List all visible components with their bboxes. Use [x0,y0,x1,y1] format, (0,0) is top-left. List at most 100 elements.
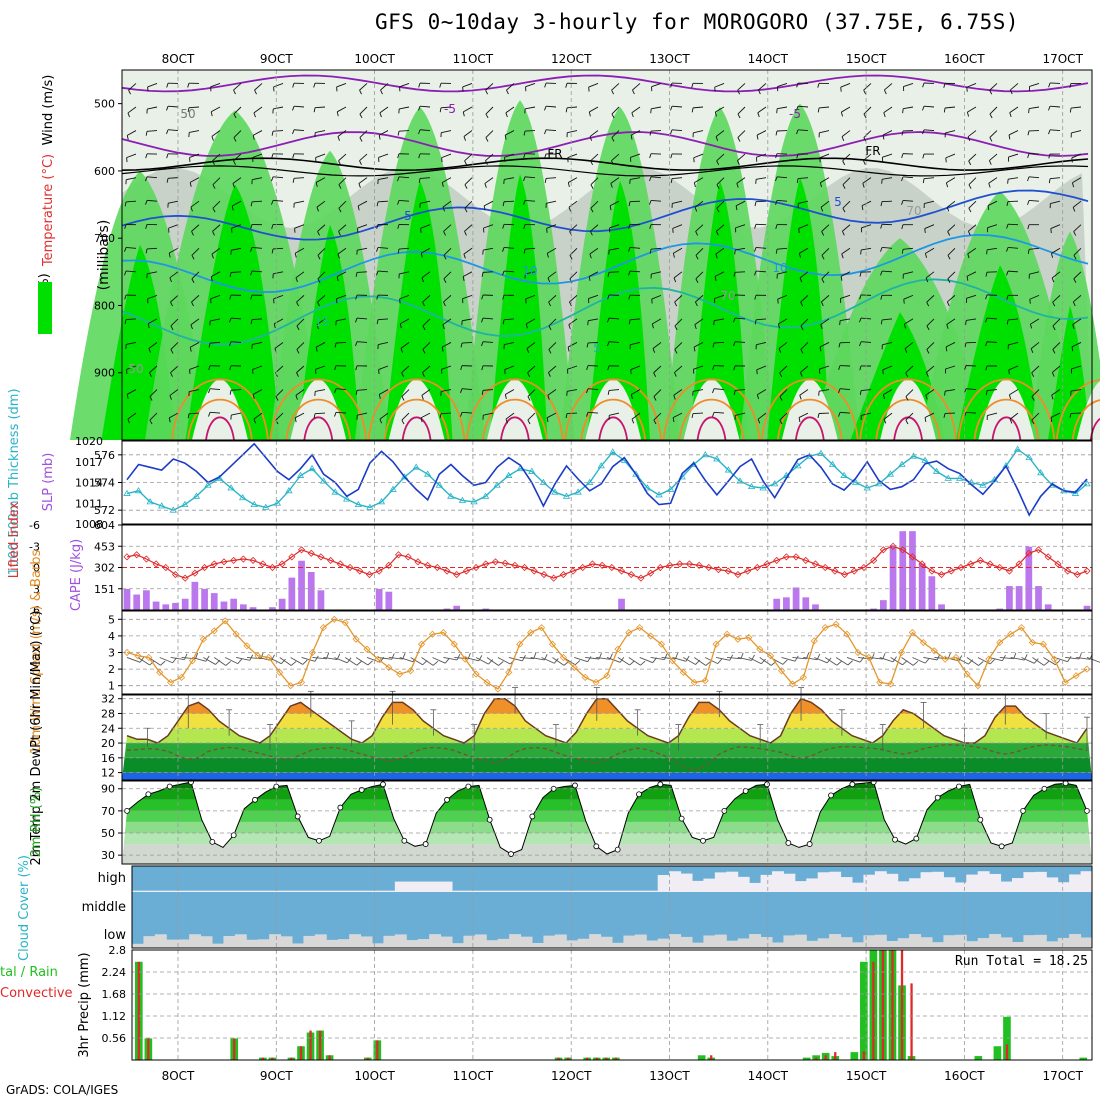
upper-wind-barb [839,388,851,390]
upper-wind-barb [273,106,284,110]
upper-wind-barb [631,389,641,395]
wind10m-speed-point [417,640,426,648]
rh2m-ytick-label: 70 [101,805,115,818]
upper-wind-barb [525,294,536,300]
upper-wind-barb-feather [250,247,253,252]
wind10m-speed-point [516,640,524,648]
upper-wind-barb-feather [863,113,867,119]
upper-wind-barb-feather [232,183,235,188]
lifted-index-point [375,567,383,575]
thickness-point [343,495,351,502]
upper-wind-barb-feather [208,343,211,348]
upper-wind-barb [504,342,515,346]
upper-wind-barb [608,271,620,273]
wind10m-barb-feather [685,655,690,662]
upper-wind-barb-feather [1048,105,1051,111]
cloud-high-bar [634,890,647,892]
upper-wind-barb [191,271,200,280]
upper-wind-barb-feather [800,325,804,331]
wind10m-speed-point [352,635,360,643]
upper-wind-barb-feather [1008,369,1010,375]
wind10m-barb [1065,657,1080,660]
upper-wind-barb [798,200,809,204]
upper-wind-barb-feather [754,295,757,300]
upper-wind-barb [777,83,788,88]
upper-wind-barb [840,318,851,321]
upper-wind-barb-feather [338,160,341,165]
cape-bar [880,600,887,610]
upper-wind-barb-feather [462,111,465,117]
upper-wind-barb-feather [338,207,342,213]
upper-wind-barb [629,200,641,203]
upper-wind-barb [463,130,473,137]
upper-wind-barb [527,389,536,397]
upper-wind-barb [611,130,620,138]
cloud-low-bar [520,936,533,948]
thickness-point [539,478,548,485]
upper-air-ytick-label: 500 [94,98,115,111]
upper-wind-barb [170,365,179,373]
upper-wind-barb [147,271,158,275]
upper-wind-barb [190,200,200,208]
upper-wind-barb [127,106,137,114]
lifted-index-point [821,563,829,572]
upper-wind-barb-feather [126,394,129,399]
upper-wind-barb [777,271,788,275]
cloud-low-bar [612,942,624,948]
cloud-high-bar [189,890,202,892]
upper-wind-barb-feather [946,207,950,212]
upper-wind-barb-feather [800,349,804,354]
upper-wind-barb [1050,177,1061,180]
upper-wind-barb-feather [422,325,426,331]
cloud-low-bar [292,943,304,948]
wind10m-ytick-label: 5 [108,613,115,626]
upper-wind-barb-feather [357,205,360,211]
wind10m-speed-point [494,685,502,693]
wind10m-barb-feather [456,654,461,661]
upper-wind-barb-feather [208,388,211,394]
wind10m-barb [1043,657,1056,666]
cape-bar [792,587,800,610]
cloud-low-bar [840,937,853,948]
upper-wind-barb [316,200,326,208]
upper-wind-barb [379,412,389,420]
temperature-contour [121,74,1089,93]
cloud-low-bar [509,934,522,948]
wind10m-speed-point [1028,638,1037,647]
upper-wind-barb [841,247,851,255]
upper-wind-barb [188,412,200,415]
upper-wind-barb [611,106,620,115]
day-label-bottom: 14OCT [748,1069,789,1083]
upper-wind-barb-feather [170,325,174,331]
upper-wind-barb [651,294,662,300]
wind10m-speed-point [592,678,600,686]
cloud-low-bar [394,934,407,948]
cloud-high-bar [166,890,179,892]
cloud-high-bar [269,890,282,892]
upper-wind-barb [484,177,494,184]
grads-credit: GrADS: COLA/IGES [6,1083,119,1097]
upper-wind-barb [653,365,662,374]
upper-wind-barb [588,318,599,322]
cloud-high-bar [1057,882,1070,892]
wind10m-speed-point [679,668,687,676]
upper-wind-barb [1049,105,1061,108]
upper-wind-barb-feather [294,417,297,423]
thickness-point [134,487,143,494]
upper-wind-barb-feather [904,348,908,353]
wind10m-barb [399,657,414,663]
upper-wind-barb-feather [336,276,339,282]
lifted-index-point [889,542,897,550]
wind10m-barb [999,657,1014,660]
upper-wind-barb-feather [670,129,673,135]
cloud-low-bar [932,942,944,948]
upper-wind-barb [148,342,158,349]
lifted-index-point [617,567,626,575]
upper-wind-barb-feather [967,231,971,236]
upper-wind-barb-feather [653,419,657,425]
cape-bar [918,563,926,610]
upper-wind-barb [1008,130,1019,136]
upper-wind-barb-feather [775,249,778,254]
upper-wind-barb [545,177,557,179]
upper-wind-barb-feather [464,207,468,213]
